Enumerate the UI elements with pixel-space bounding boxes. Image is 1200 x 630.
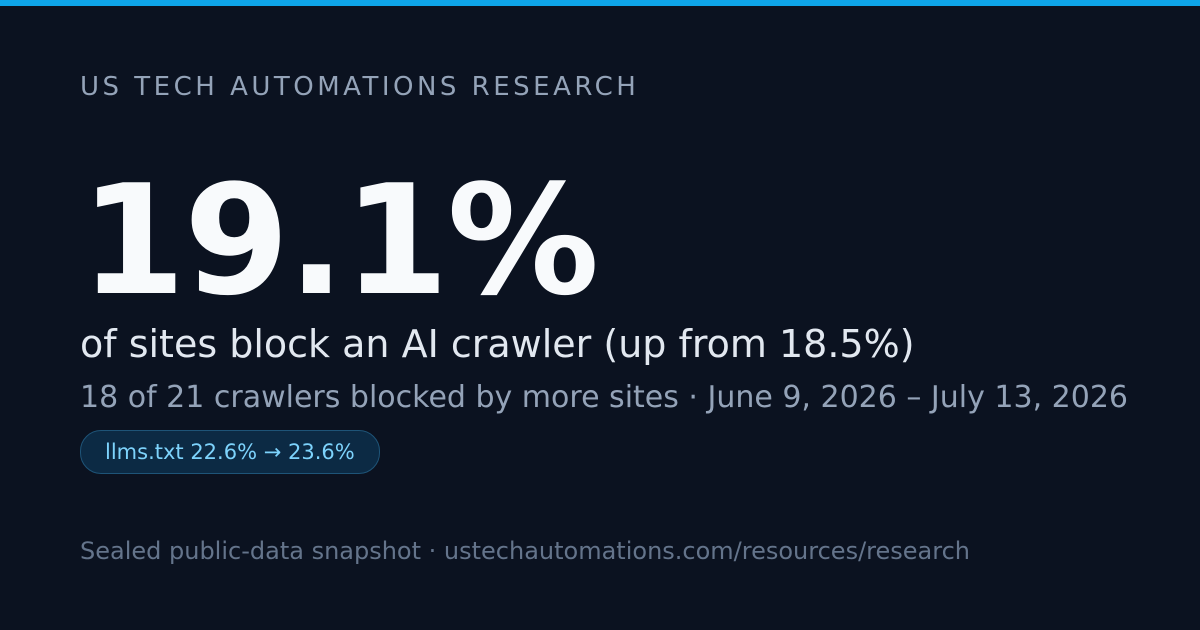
accent-bar: [0, 0, 1200, 6]
footer: Sealed public-data snapshot · ustechauto…: [80, 537, 970, 565]
headline-stat: 19.1%: [80, 152, 599, 329]
headline: of sites block an AI crawler (up from 18…: [80, 322, 915, 366]
eyebrow: US TECH AUTOMATIONS RESEARCH: [80, 72, 640, 102]
subtitle: 18 of 21 crawlers blocked by more sites …: [80, 380, 1129, 415]
badge: llms.txt 22.6% → 23.6%: [80, 430, 380, 474]
